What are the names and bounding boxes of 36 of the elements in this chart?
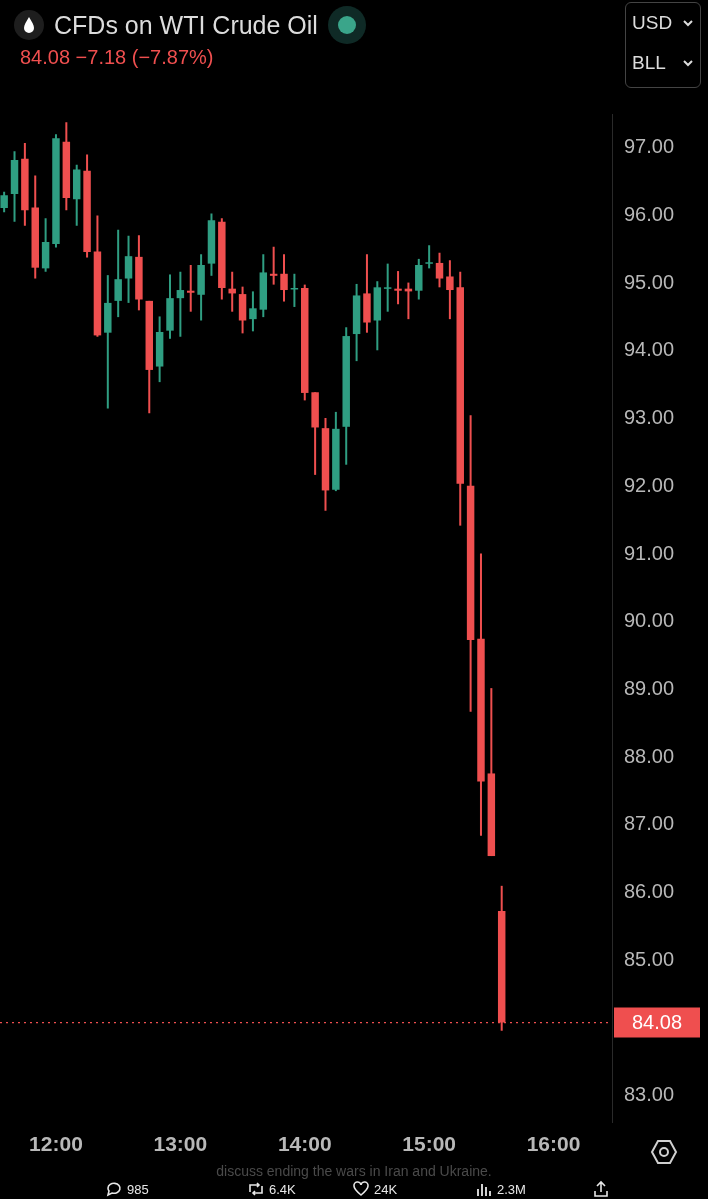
text: 2.3M	[497, 1181, 526, 1197]
chart-title: CFDs on WTI Crude Oil	[54, 10, 318, 40]
chart-subtitle: 84.08 −7.18 (−7.87%)	[20, 46, 215, 69]
y-tick-label: 89.00	[624, 677, 675, 700]
y-tick-label: 88.00	[624, 744, 675, 767]
y-tick-label: 85.00	[624, 947, 675, 970]
x-tick-label: 12:00	[29, 1132, 83, 1156]
x-tick-label: 13:00	[153, 1132, 208, 1156]
y-tick-label: 91.00	[624, 541, 675, 564]
candlestick	[269, 246, 278, 285]
y-tick-label: 93.00	[624, 406, 675, 429]
candlestick	[425, 245, 433, 269]
text: 985	[127, 1181, 149, 1197]
y-tick-label: 96.00	[624, 203, 675, 226]
candlestick	[394, 271, 402, 305]
ref-line-label: 84.08	[631, 1011, 683, 1034]
y-tick-label: 86.00	[624, 880, 675, 903]
text: 24K	[374, 1181, 398, 1197]
y-tick-label: 87.00	[624, 812, 675, 835]
candlestick	[383, 263, 392, 312]
x-tick-label: 15:00	[402, 1132, 457, 1156]
y-tick-label: 92.00	[624, 473, 675, 496]
text: 6.4K	[269, 1181, 296, 1197]
text: USD	[632, 12, 673, 34]
y-tick-label: 83.00	[624, 1083, 675, 1106]
candlestick	[228, 271, 236, 312]
y-tick-label: 97.00	[624, 135, 675, 158]
text: BLL	[632, 52, 666, 74]
x-tick-label: 16:00	[526, 1132, 581, 1156]
y-tick-label: 95.00	[624, 270, 675, 293]
candlestick	[290, 273, 299, 307]
y-tick-label: 94.00	[624, 338, 675, 361]
text: discuss ending the wars in Iran and Ukraine.	[215, 1163, 493, 1179]
y-tick-label: 90.00	[624, 609, 675, 632]
x-tick-label: 14:00	[277, 1132, 332, 1156]
candlestick	[186, 264, 195, 312]
